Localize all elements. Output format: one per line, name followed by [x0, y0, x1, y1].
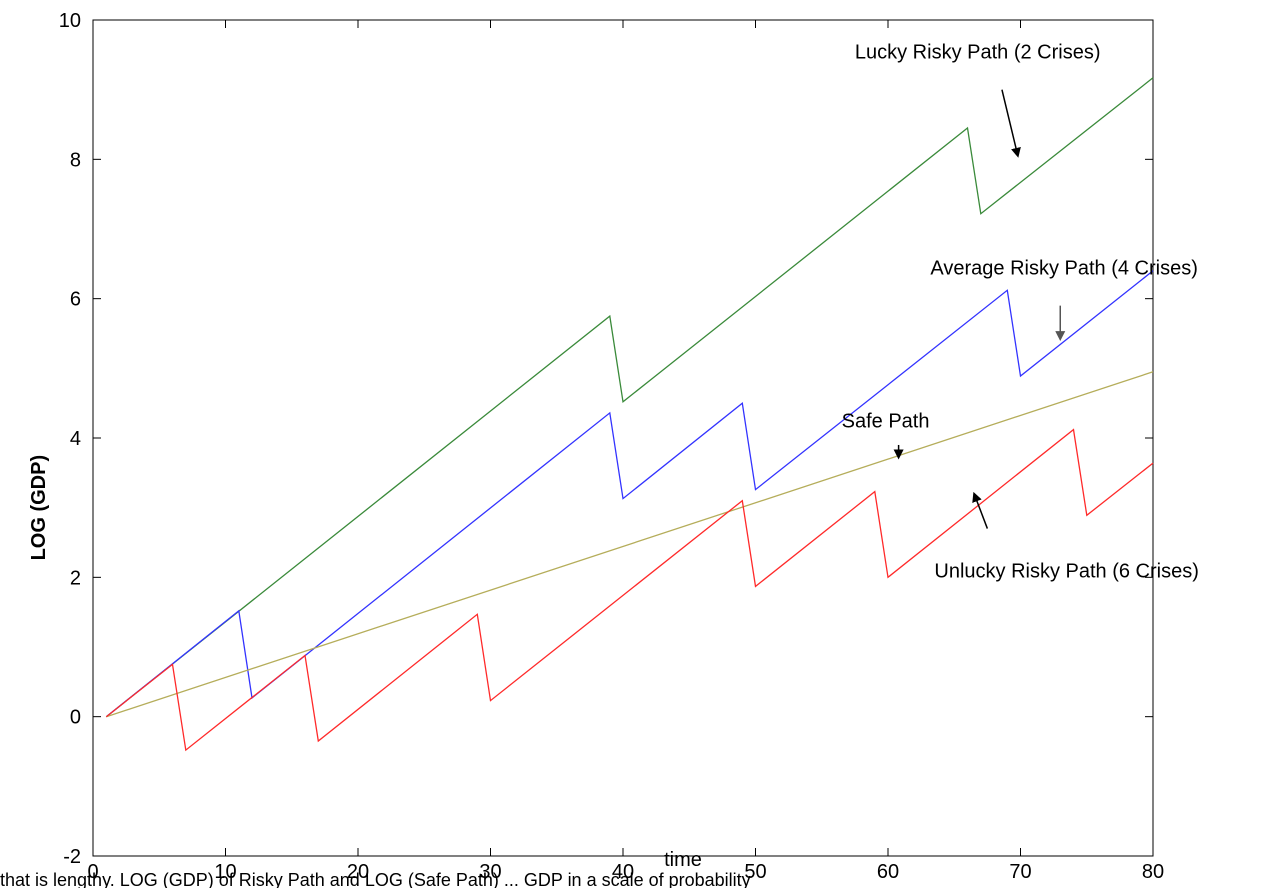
x-tick-label: 30	[479, 861, 501, 883]
x-tick-label: 0	[87, 861, 98, 883]
y-tick-label: 8	[70, 149, 81, 171]
x-tick-label: 80	[1142, 861, 1164, 883]
axis-tick-labels: 0 10 20 30 40 50 60 70 80 -2 0 2 4 6 8 10	[59, 10, 1164, 883]
x-tick-label: 20	[347, 861, 369, 883]
y-tick-label: -2	[63, 846, 81, 868]
x-tick-label: 60	[877, 861, 899, 883]
figure-caption: that is lengthy. LOG (GDP) of Risky Path…	[0, 870, 751, 888]
series-line-3	[106, 371, 1154, 718]
x-axis-label: time	[664, 849, 702, 871]
annotation-label: Safe Path	[842, 411, 930, 433]
y-axis-label: LOG (GDP)	[28, 455, 50, 561]
annotation-arrow	[1001, 89, 1021, 158]
annotation-label: Average Risky Path (4 Crises)	[930, 257, 1198, 279]
annotation-arrow	[972, 491, 989, 529]
plot-area	[92, 19, 1154, 857]
annotation-label: Lucky Risky Path (2 Crises)	[855, 41, 1101, 63]
series-line-1	[105, 77, 1154, 718]
annotation-label: Unlucky Risky Path (6 Crises)	[934, 560, 1199, 582]
series-lines	[105, 77, 1154, 752]
annotations: Lucky Risky Path (2 Crises) Average Risky…	[842, 41, 1199, 582]
y-tick-label: 0	[70, 707, 81, 729]
series-line-2	[105, 270, 1154, 718]
y-tick-label: 6	[70, 289, 81, 311]
axis-ticks	[92, 19, 1154, 857]
x-tick-label: 70	[1009, 861, 1031, 883]
x-tick-label: 50	[744, 861, 766, 883]
y-tick-label: 2	[70, 567, 81, 589]
series-line-4	[105, 428, 1154, 752]
y-tick-label: 4	[70, 428, 81, 450]
x-tick-label: 10	[214, 861, 236, 883]
x-tick-label: 40	[612, 861, 634, 883]
y-tick-label: 10	[59, 10, 81, 32]
plot-frame	[92, 19, 1154, 857]
